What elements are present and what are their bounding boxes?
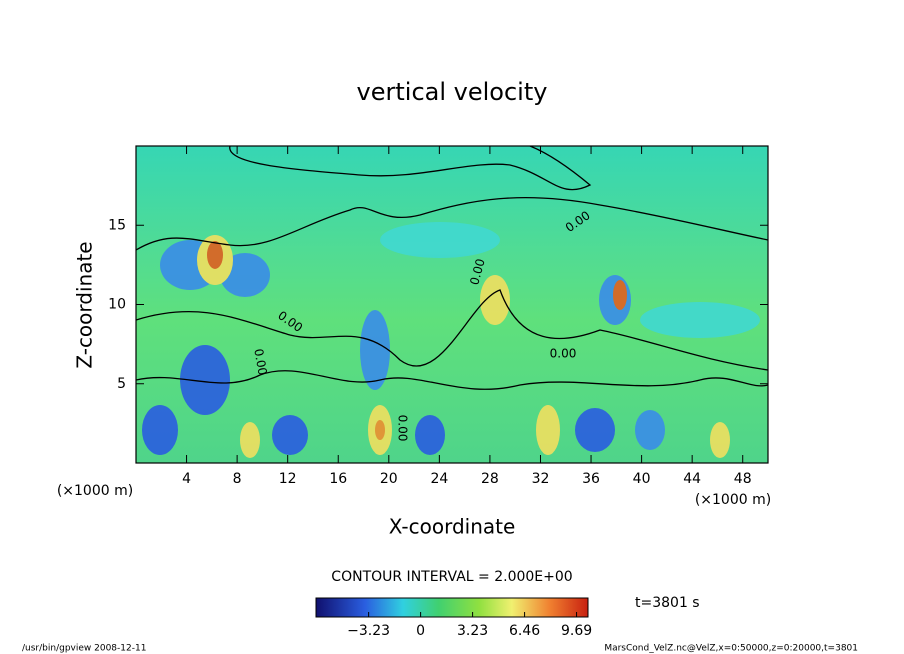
colorbar-tick-label: 9.69 [561, 623, 592, 639]
contour-line [136, 196, 768, 251]
x-tick-label: 16 [329, 471, 347, 487]
x-tick-label: 48 [734, 471, 752, 487]
footer-right: MarsCond_VelZ.nc@VelZ,x=0:50000,z=0:2000… [604, 644, 858, 654]
x-tick-label: 4 [182, 471, 191, 487]
x-tick-label: 32 [532, 471, 550, 487]
footer-left: /usr/bin/gpview 2008-12-11 [22, 644, 146, 654]
contour-line [229, 146, 592, 191]
chart-title: vertical velocity [357, 78, 548, 106]
x-tick-label: 24 [430, 471, 448, 487]
field-shade [142, 222, 760, 458]
x-axis-title: X-coordinate [389, 515, 516, 539]
y-unit: (×1000 m) [695, 492, 771, 508]
contour-interval: CONTOUR INTERVAL = 2.000E+00 [331, 569, 572, 585]
contour-label: 0.00 [550, 347, 577, 361]
y-tick-label: 5 [117, 376, 126, 392]
field [136, 146, 768, 463]
contour-line [136, 370, 768, 390]
x-unit: (×1000 m) [57, 483, 133, 499]
colorbar-tick-label: −3.23 [347, 623, 390, 639]
colorbar-tick-label: 6.46 [509, 623, 540, 639]
colorbar [315, 597, 589, 618]
y-axis-title: Z-coordinate [73, 241, 97, 368]
colorbar-tick-label: 0 [416, 623, 425, 639]
x-tick-label: 36 [582, 471, 600, 487]
colorbar-tick-label: 3.23 [457, 623, 488, 639]
y-tick-label: 15 [108, 217, 126, 233]
x-tick-label: 8 [233, 471, 242, 487]
field-shade [136, 146, 768, 463]
x-tick-label: 40 [633, 471, 651, 487]
x-tick-label: 28 [481, 471, 499, 487]
x-tick-label: 12 [279, 471, 297, 487]
contour-label: 0.00 [251, 348, 269, 377]
x-tick-label: 20 [380, 471, 398, 487]
contour-label: 0.00 [396, 415, 410, 442]
x-tick-label: 44 [683, 471, 701, 487]
contour-line [136, 289, 768, 371]
contour-label: 0.00 [467, 257, 487, 286]
y-tick-label: 10 [108, 297, 126, 313]
time-label: t=3801 s [635, 595, 700, 611]
